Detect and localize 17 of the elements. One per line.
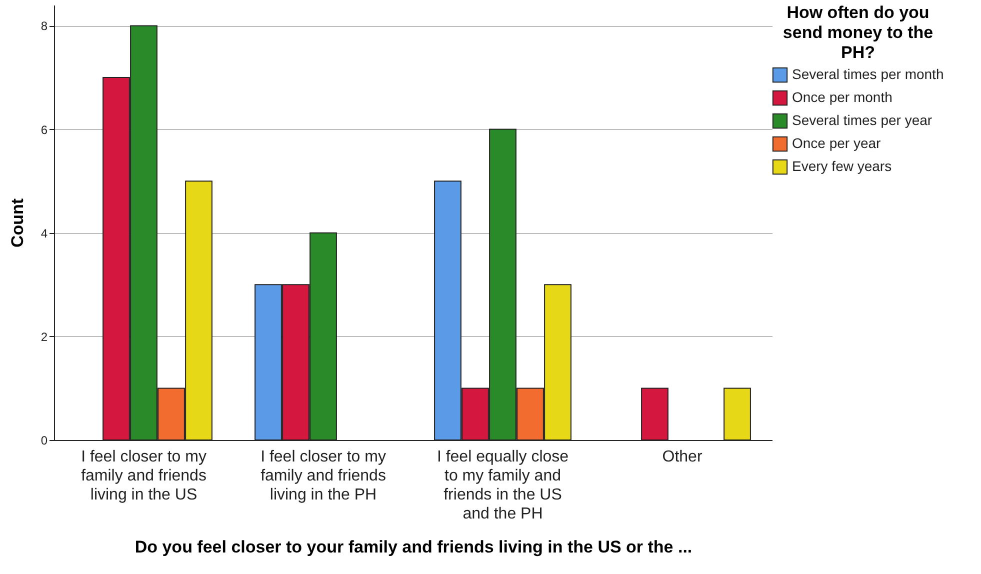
legend-label: Several times per month xyxy=(792,66,944,82)
y-tick-label: 0 xyxy=(40,434,48,448)
x-axis-title: Do you feel closer to your family and friends living in the US or the ... xyxy=(134,538,692,556)
x-tick-label: I feel equally close to my family and friends in the US and the PH xyxy=(436,448,569,522)
y-axis-title: Count xyxy=(8,198,27,248)
x-tick-label: Other xyxy=(662,448,703,466)
legend-label: Several times per year xyxy=(792,112,932,128)
x-tick-label: I feel closer to my family and friends living in the PH xyxy=(260,448,386,504)
legend-label: Once per year xyxy=(792,135,882,151)
legend-label: Once per month xyxy=(792,89,892,105)
x-tick-label: I feel closer to my family and friends living in the US xyxy=(81,448,206,504)
legend-title: How often do you send money to the PH? xyxy=(782,3,934,62)
y-tick-label: 2 xyxy=(40,330,48,344)
y-tick-label: 8 xyxy=(40,19,48,34)
y-tick-label: 4 xyxy=(40,226,48,240)
y-tick-label: 6 xyxy=(40,122,48,137)
legend-label: Every few years xyxy=(792,158,892,174)
